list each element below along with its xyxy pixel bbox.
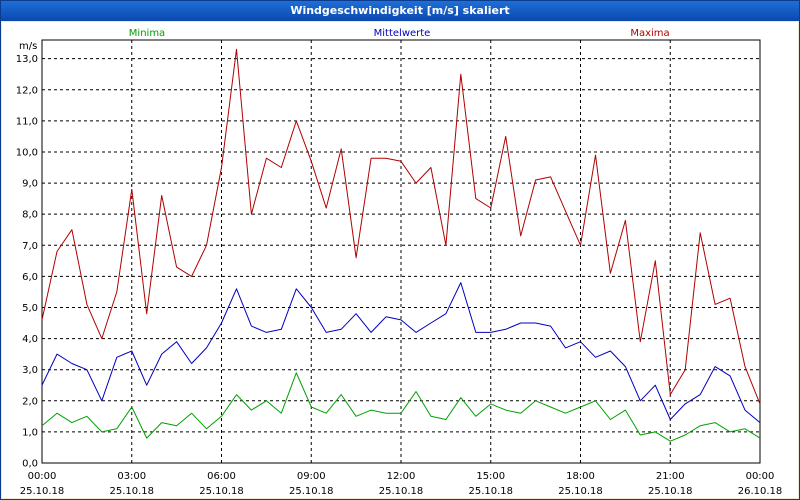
series-line-maxima bbox=[41, 48, 761, 405]
x-tick-date: 25.10.18 bbox=[379, 486, 424, 497]
y-tick-label: 9,0 bbox=[22, 179, 38, 190]
x-tick-time: 12:00 bbox=[387, 471, 416, 482]
legend-mittelwerte: Mittelwerte bbox=[374, 28, 431, 39]
series-line-minima bbox=[41, 372, 761, 442]
axes bbox=[41, 39, 761, 464]
legend-maxima: Maxima bbox=[630, 28, 669, 39]
y-tick-labels: 0,0 1,0 2,0 3,0 4,0 5,0 6,0 7,0 8,0 9,0 10,0 11,0 12… bbox=[16, 54, 38, 469]
legend-minima: Minima bbox=[129, 28, 165, 39]
x-tick-date: 25.10.18 bbox=[468, 486, 513, 497]
x-tick-time: 21:00 bbox=[656, 471, 685, 482]
y-tick-label: 8,0 bbox=[22, 210, 38, 221]
window-title: Windgeschwindigkeit [m/s] skaliert bbox=[1, 1, 799, 21]
y-tick-label: 5,0 bbox=[22, 303, 38, 314]
y-tick-label: 3,0 bbox=[22, 365, 38, 376]
x-tick-time: 09:00 bbox=[297, 471, 326, 482]
x-tick-time: 06:00 bbox=[207, 471, 236, 482]
y-tick-label: 10,0 bbox=[16, 147, 38, 158]
y-tick-label: 13,0 bbox=[16, 54, 38, 65]
x-tick-date: 26.10.18 bbox=[738, 486, 783, 497]
series-line-mittelwerte bbox=[41, 282, 761, 423]
x-tick-date: 25.10.18 bbox=[109, 486, 154, 497]
x-tick-date: 25.10.18 bbox=[20, 486, 65, 497]
x-tick-date: 25.10.18 bbox=[289, 486, 334, 497]
plot-frame bbox=[41, 39, 761, 464]
x-tick-time: 00:00 bbox=[746, 471, 775, 482]
y-tick-label: 7,0 bbox=[22, 241, 38, 252]
y-axis-unit: m/s bbox=[19, 41, 37, 52]
x-tick-date: 25.10.18 bbox=[199, 486, 244, 497]
y-tick-label: 12,0 bbox=[16, 85, 38, 96]
x-tick-time: 15:00 bbox=[476, 471, 505, 482]
x-tick-date: 25.10.18 bbox=[558, 486, 603, 497]
wind-speed-chart: 0,0 1,0 2,0 3,0 4,0 5,0 6,0 7,0 8,0 9,0 10,0 11,0 12… bbox=[16, 28, 783, 497]
y-tick-label: 11,0 bbox=[16, 116, 38, 127]
y-tick-label: 0,0 bbox=[22, 459, 38, 470]
x-tick-date: 25.10.18 bbox=[648, 486, 693, 497]
x-tick-time: 18:00 bbox=[566, 471, 595, 482]
x-tick-time: 00:00 bbox=[28, 471, 57, 482]
y-tick-label: 6,0 bbox=[22, 272, 38, 283]
y-tick-label: 1,0 bbox=[22, 427, 38, 438]
y-tick-label: 2,0 bbox=[22, 396, 38, 407]
plot-panel: 0,0 1,0 2,0 3,0 4,0 5,0 6,0 7,0 8,0 9,0 10,0 11,0 12… bbox=[2, 22, 798, 498]
series bbox=[41, 48, 761, 442]
y-tick-label: 4,0 bbox=[22, 334, 38, 345]
x-tick-time: 03:00 bbox=[117, 471, 146, 482]
x-tick-labels: 00:00 25.10.18 03:00 25.10.18 06:00 25.10.18 0… bbox=[20, 471, 783, 497]
legend: Minima Mittelwerte Maxima bbox=[129, 28, 670, 39]
grid bbox=[42, 40, 760, 463]
